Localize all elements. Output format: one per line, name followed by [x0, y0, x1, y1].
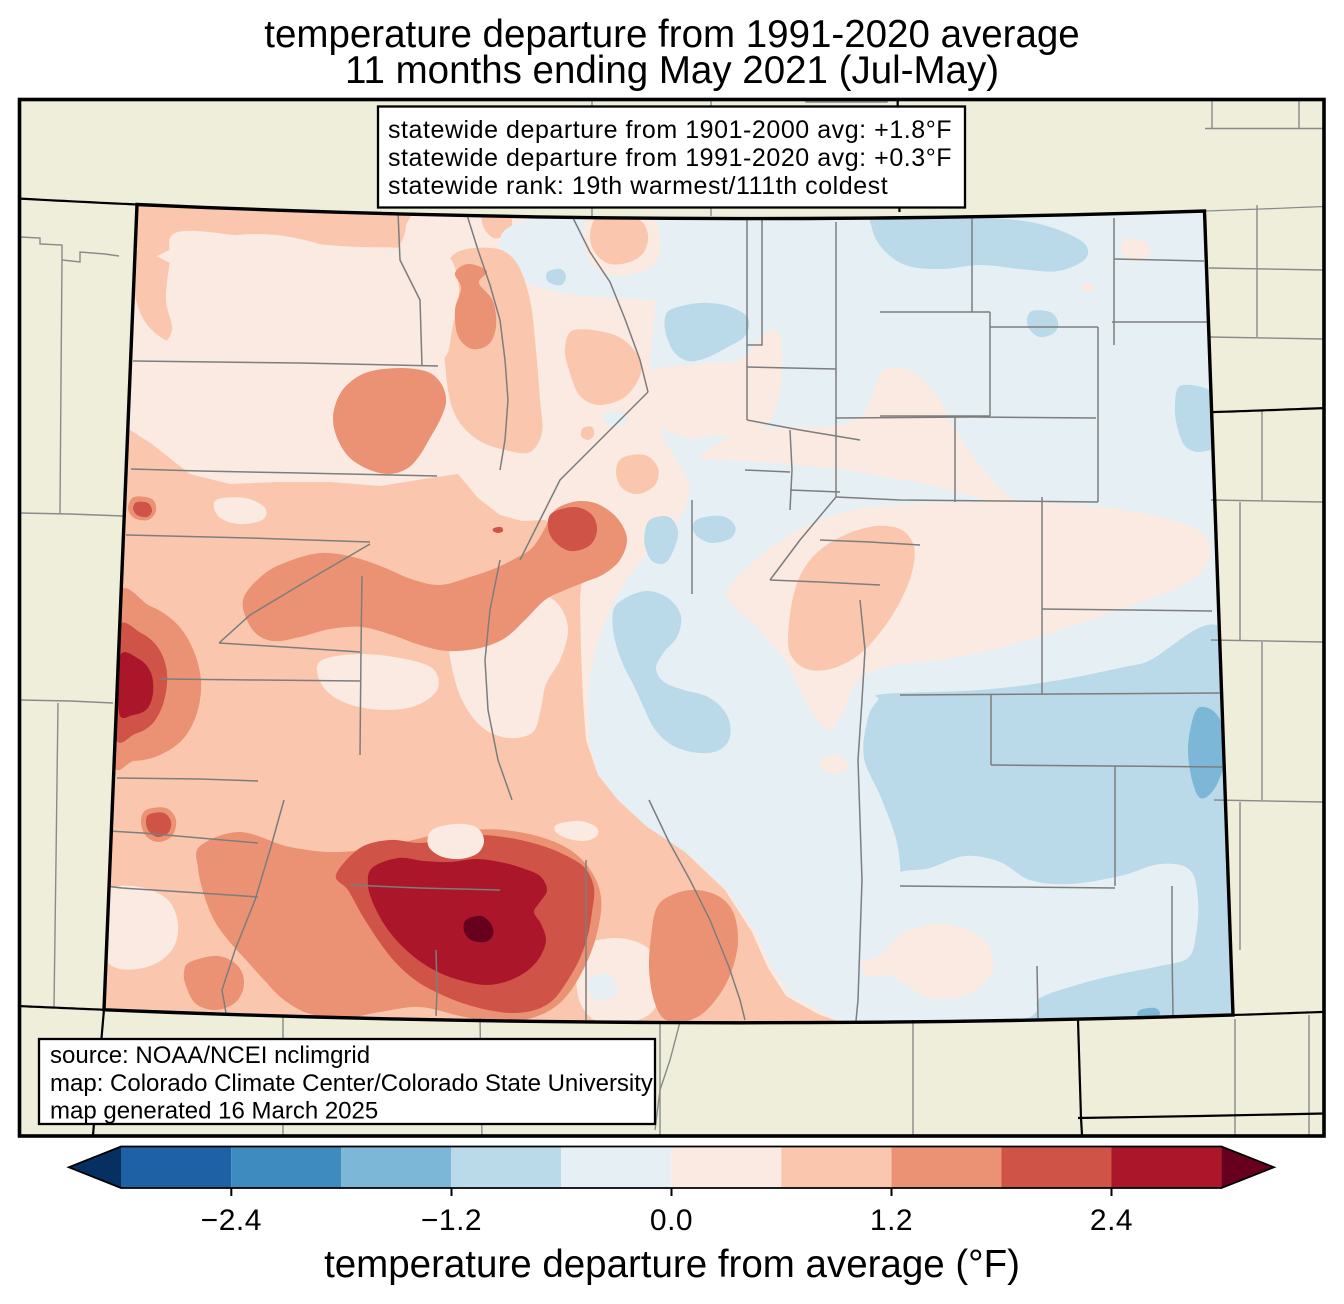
svg-text:1.2: 1.2	[870, 1204, 913, 1237]
svg-text:map: Colorado Climate Center/C: map: Colorado Climate Center/Colorado St…	[50, 1070, 653, 1097]
svg-text:temperature departure from 199: temperature departure from 1991-2020 ave…	[264, 13, 1079, 56]
svg-text:temperature departure from ave: temperature departure from average (°F)	[324, 1243, 1020, 1286]
svg-text:statewide departure from 1991-: statewide departure from 1991-2020 avg: …	[388, 144, 952, 172]
svg-text:−1.2: −1.2	[421, 1204, 482, 1237]
svg-text:map generated 16 March 2025: map generated 16 March 2025	[50, 1098, 378, 1125]
svg-text:statewide rank: 19th warmest/1: statewide rank: 19th warmest/111th colde…	[388, 172, 888, 200]
svg-text:11 months ending May 2021 (Jul: 11 months ending May 2021 (Jul-May)	[345, 49, 999, 92]
svg-text:−2.4: −2.4	[201, 1204, 262, 1237]
svg-text:statewide departure from 1901-: statewide departure from 1901-2000 avg: …	[388, 116, 952, 144]
svg-text:2.4: 2.4	[1090, 1204, 1133, 1237]
svg-text:source: NOAA/NCEI nclimgrid: source: NOAA/NCEI nclimgrid	[50, 1042, 370, 1069]
svg-text:0.0: 0.0	[650, 1204, 693, 1237]
